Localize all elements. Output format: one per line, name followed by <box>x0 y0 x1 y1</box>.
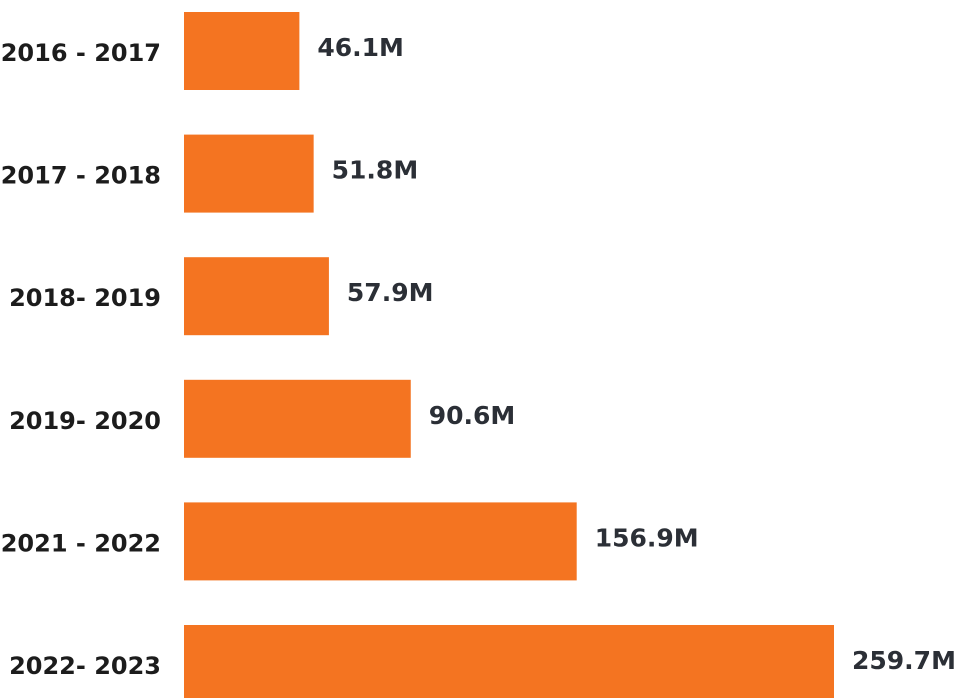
value-label-2: 51.8M <box>332 156 419 185</box>
category-label-3: 2018- 2019 <box>9 284 161 312</box>
bar-5 <box>184 502 577 581</box>
value-label-1: 46.1M <box>317 33 404 62</box>
bar-6 <box>184 625 834 698</box>
bars-group <box>184 12 834 698</box>
bar-4 <box>184 379 411 458</box>
category-label-5: 2021 - 2022 <box>1 529 161 557</box>
value-label-5: 156.9M <box>595 523 699 552</box>
category-labels-group: 2016 - 2017 2017 - 2018 2018- 2019 2019- 20… <box>1 39 161 680</box>
category-label-6: 2022- 2023 <box>9 652 161 680</box>
bar-1 <box>184 12 300 90</box>
bar-3 <box>184 257 329 336</box>
category-label-4: 2019- 2020 <box>9 407 161 435</box>
bar-2 <box>184 134 314 213</box>
value-label-4: 90.6M <box>429 401 516 430</box>
value-label-3: 57.9M <box>347 278 434 307</box>
category-label-2: 2017 - 2018 <box>1 162 161 190</box>
value-labels-group: 46.1M 51.8M 57.9M 90.6M 156.9M 259.7M <box>317 33 956 675</box>
value-label-6: 259.7M <box>852 646 956 675</box>
category-label-1: 2016 - 2017 <box>1 39 161 67</box>
